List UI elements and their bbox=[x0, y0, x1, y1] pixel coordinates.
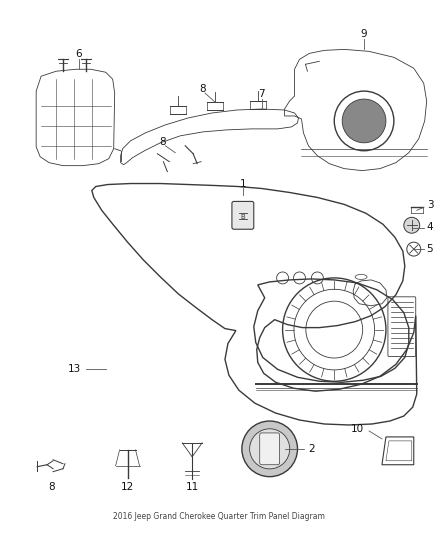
Text: 6: 6 bbox=[76, 50, 82, 59]
Circle shape bbox=[250, 429, 290, 469]
Text: 10: 10 bbox=[351, 424, 364, 434]
FancyBboxPatch shape bbox=[232, 201, 254, 229]
Text: 7: 7 bbox=[258, 89, 265, 99]
Text: 1: 1 bbox=[240, 179, 246, 189]
Text: 8: 8 bbox=[48, 482, 54, 491]
Text: 2016 Jeep Grand Cherokee Quarter Trim Panel Diagram: 2016 Jeep Grand Cherokee Quarter Trim Pa… bbox=[113, 512, 325, 521]
Text: 5: 5 bbox=[427, 244, 433, 254]
Circle shape bbox=[342, 99, 386, 143]
Text: 8: 8 bbox=[159, 137, 166, 147]
Text: 8: 8 bbox=[199, 84, 205, 94]
Text: 3: 3 bbox=[427, 200, 433, 211]
Text: 4: 4 bbox=[427, 222, 433, 232]
Text: 12: 12 bbox=[121, 482, 134, 491]
Text: 13: 13 bbox=[67, 365, 81, 374]
Text: 2: 2 bbox=[308, 444, 315, 454]
Text: B: B bbox=[240, 214, 245, 220]
FancyBboxPatch shape bbox=[260, 433, 279, 465]
Circle shape bbox=[242, 421, 297, 477]
Text: 11: 11 bbox=[186, 482, 199, 491]
Circle shape bbox=[404, 217, 420, 233]
Text: 9: 9 bbox=[361, 29, 367, 39]
